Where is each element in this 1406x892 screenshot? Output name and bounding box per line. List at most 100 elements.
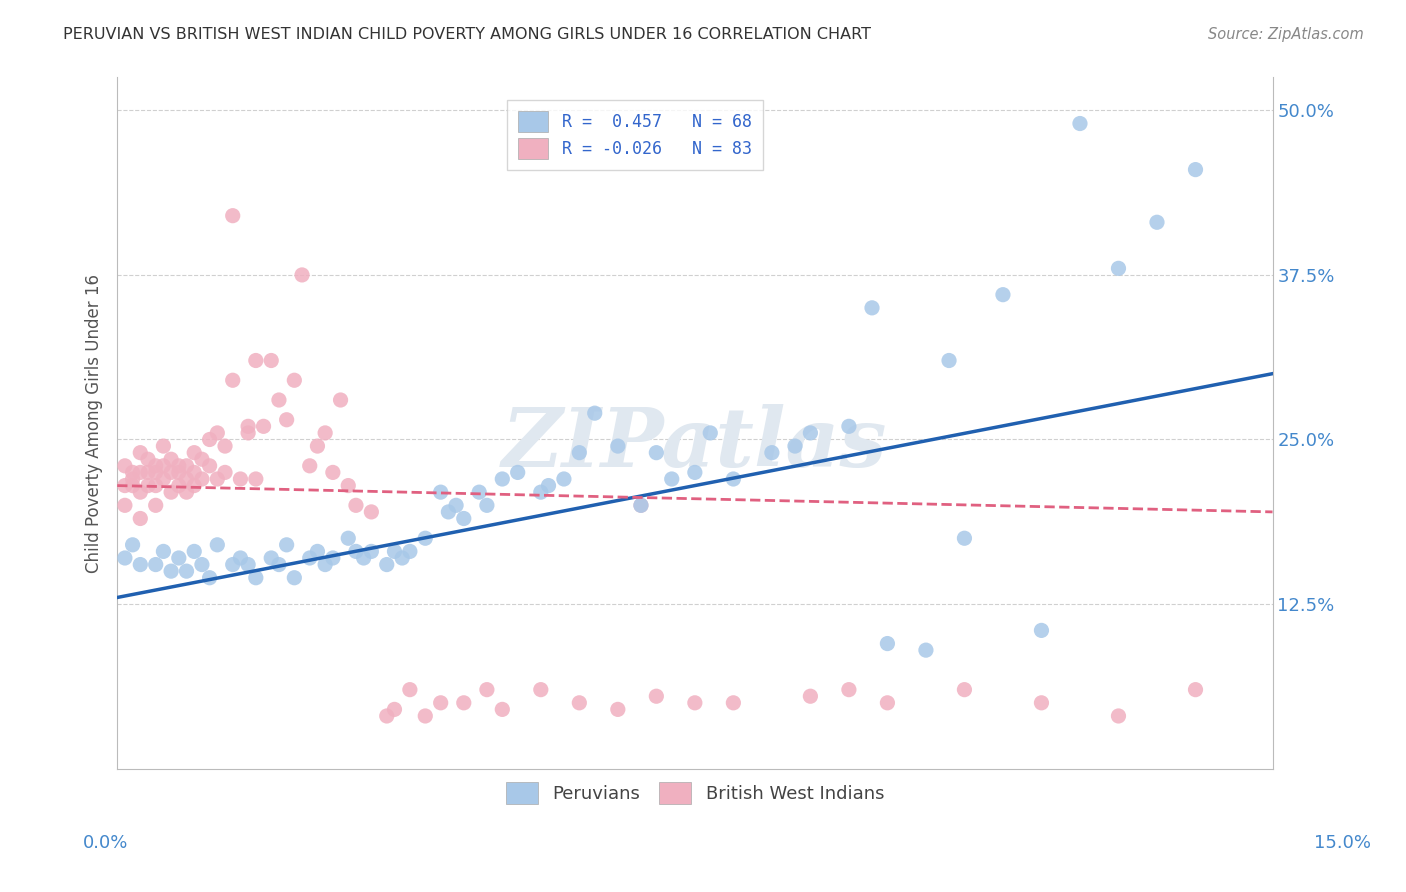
Point [413, 709, 436, 723]
Point [283, 373, 305, 387]
Point [160, 466, 183, 480]
Point [121, 466, 143, 480]
Point [1031, 624, 1053, 638]
Point [876, 696, 898, 710]
Point [353, 551, 375, 566]
Point [530, 485, 553, 500]
Point [453, 511, 475, 525]
Point [1108, 709, 1130, 723]
Point [429, 696, 451, 710]
Text: PERUVIAN VS BRITISH WEST INDIAN CHILD POVERTY AMONG GIRLS UNDER 16 CORRELATION C: PERUVIAN VS BRITISH WEST INDIAN CHILD PO… [63, 27, 872, 42]
Point [344, 544, 367, 558]
Point [160, 452, 183, 467]
Point [245, 571, 267, 585]
Point [437, 505, 460, 519]
Point [568, 696, 591, 710]
Point [468, 485, 491, 500]
Point [176, 458, 198, 473]
Point [453, 696, 475, 710]
Point [114, 499, 136, 513]
Point [329, 392, 352, 407]
Point [491, 472, 513, 486]
Point [207, 425, 229, 440]
Point [683, 466, 706, 480]
Point [183, 445, 205, 459]
Point [384, 544, 406, 558]
Point [114, 458, 136, 473]
Point [229, 472, 252, 486]
Point [876, 636, 898, 650]
Y-axis label: Child Poverty Among Girls Under 16: Child Poverty Among Girls Under 16 [86, 274, 103, 573]
Point [337, 531, 360, 545]
Point [276, 538, 298, 552]
Point [322, 551, 344, 566]
Point [291, 268, 314, 282]
Point [568, 445, 591, 459]
Point [506, 466, 529, 480]
Point [723, 696, 745, 710]
Point [953, 682, 976, 697]
Point [222, 373, 245, 387]
Point [530, 682, 553, 697]
Point [145, 466, 167, 480]
Text: 0.0%: 0.0% [83, 834, 128, 852]
Point [191, 452, 214, 467]
Point [645, 690, 668, 704]
Point [121, 472, 143, 486]
Point [152, 472, 174, 486]
Point [475, 682, 498, 697]
Point [222, 558, 245, 572]
Point [160, 564, 183, 578]
Point [198, 571, 221, 585]
Point [1031, 696, 1053, 710]
Point [1184, 682, 1206, 697]
Point [491, 702, 513, 716]
Point [267, 392, 290, 407]
Point [475, 499, 498, 513]
Point [630, 499, 652, 513]
Point [314, 425, 336, 440]
Point [152, 439, 174, 453]
Point [838, 419, 860, 434]
Point [260, 551, 283, 566]
Point [645, 445, 668, 459]
Point [298, 551, 321, 566]
Point [207, 538, 229, 552]
Point [630, 499, 652, 513]
Point [129, 485, 152, 500]
Point [129, 558, 152, 572]
Point [191, 472, 214, 486]
Point [991, 287, 1014, 301]
Point [236, 419, 259, 434]
Point [391, 551, 413, 566]
Point [176, 472, 198, 486]
Point [1069, 116, 1091, 130]
Point [214, 466, 236, 480]
Point [799, 690, 821, 704]
Point [276, 413, 298, 427]
Point [176, 485, 198, 500]
Point [136, 466, 159, 480]
Point [167, 478, 190, 492]
Point [860, 301, 883, 315]
Point [399, 682, 422, 697]
Point [1146, 215, 1168, 229]
Point [245, 353, 267, 368]
Point [699, 425, 721, 440]
Point [583, 406, 606, 420]
Point [267, 558, 290, 572]
Point [160, 485, 183, 500]
Point [606, 439, 628, 453]
Point [938, 353, 960, 368]
Point [252, 419, 274, 434]
Text: ZIPatlas: ZIPatlas [502, 404, 887, 483]
Point [344, 499, 367, 513]
Point [114, 478, 136, 492]
Point [337, 478, 360, 492]
Point [307, 439, 329, 453]
Point [129, 445, 152, 459]
Point [145, 558, 167, 572]
Point [783, 439, 806, 453]
Point [838, 682, 860, 697]
Point [236, 425, 259, 440]
